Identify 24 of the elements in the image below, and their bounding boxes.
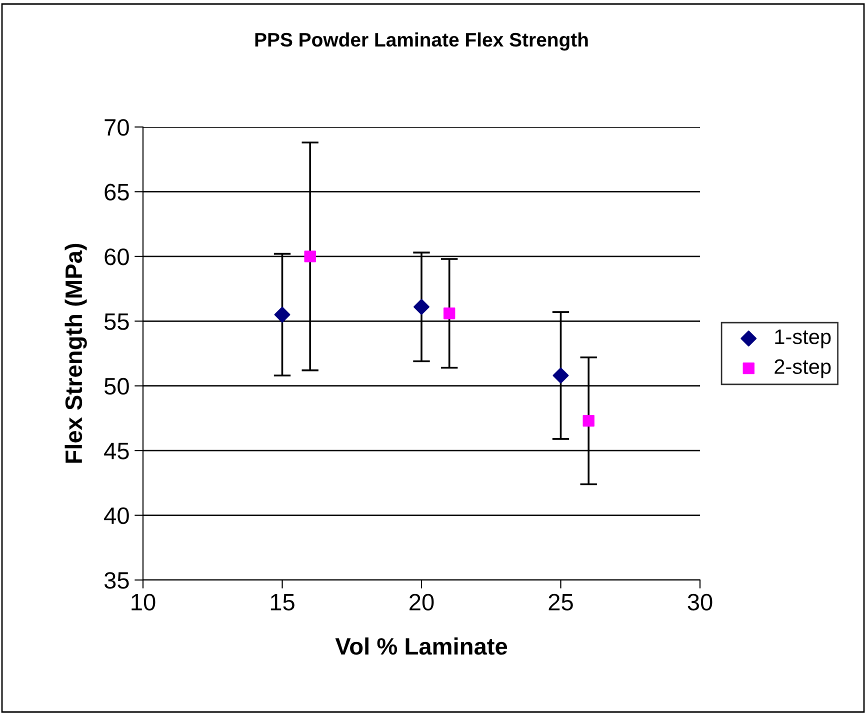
legend-label: 1-step bbox=[775, 330, 831, 348]
y-tick-label: 65 bbox=[104, 184, 129, 200]
point bbox=[582, 414, 594, 427]
point bbox=[304, 250, 316, 262]
y-tick-label: 50 bbox=[104, 378, 129, 395]
point bbox=[274, 306, 290, 323]
point bbox=[552, 368, 569, 384]
point bbox=[414, 298, 430, 315]
x-tick-label: 30 bbox=[688, 594, 712, 611]
legend-label: 2-step bbox=[774, 359, 831, 378]
x-tick-label: 20 bbox=[410, 594, 434, 611]
x-tick-label: 25 bbox=[548, 594, 573, 611]
y-tick-label: 55 bbox=[104, 313, 129, 330]
y-tick-label: 60 bbox=[104, 248, 129, 266]
y-tick-label: 40 bbox=[104, 507, 129, 524]
y-axis-title: Flex Strength (MPa) bbox=[64, 244, 87, 463]
x-tick-label: 10 bbox=[132, 594, 156, 611]
point bbox=[444, 308, 456, 320]
y-tick-label: 35 bbox=[104, 572, 129, 589]
x-axis-title: Vol % Laminate bbox=[335, 637, 508, 655]
y-tick-label: 45 bbox=[104, 442, 129, 460]
chart-title: PPS Powder Laminate Flex Strength bbox=[255, 32, 588, 51]
x-tick-label: 15 bbox=[270, 594, 294, 611]
y-tick-label: 70 bbox=[104, 119, 129, 136]
